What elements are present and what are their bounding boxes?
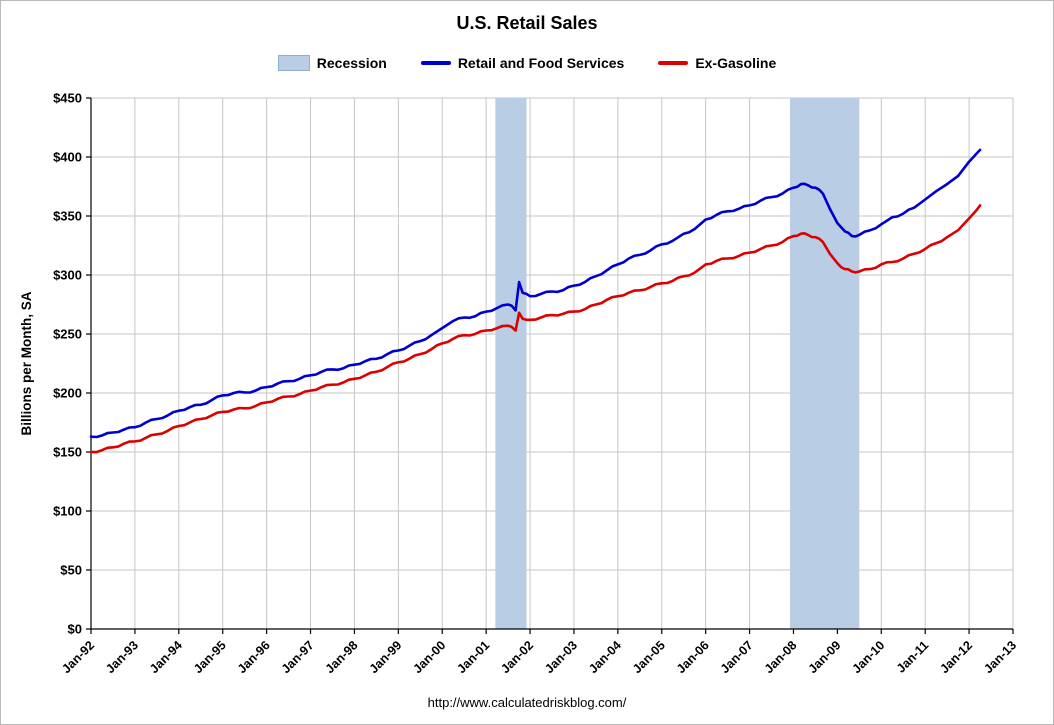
chart-legend: Recession Retail and Food Services Ex-Ga…	[1, 55, 1053, 71]
x-tick-label: Jan-97	[279, 638, 317, 676]
x-tick-label: Jan-01	[454, 638, 492, 676]
x-tick-label: Jan-04	[586, 638, 624, 676]
x-tick-label: Jan-08	[762, 638, 800, 676]
x-tick-label: Jan-94	[147, 638, 185, 676]
series-line-ex-gasoline	[89, 204, 982, 454]
legend-item-recession: Recession	[277, 55, 387, 71]
legend-label-recession: Recession	[316, 55, 387, 71]
y-tick-label: $450	[53, 91, 82, 106]
x-tick-label: Jan-13	[981, 638, 1019, 676]
x-tick-label: Jan-99	[367, 638, 405, 676]
x-tick-label: Jan-96	[235, 638, 273, 676]
x-tick-label: Jan-12	[937, 638, 975, 676]
legend-item-ex-gasoline: Ex-Gasoline	[658, 55, 776, 71]
x-tick-label: Jan-03	[542, 638, 580, 676]
x-tick-label: Jan-09	[806, 638, 844, 676]
y-tick-label: $300	[53, 268, 82, 283]
x-tick-label: Jan-05	[630, 638, 668, 676]
recession-band	[495, 98, 527, 629]
axes	[90, 98, 1013, 630]
x-tick-label: Jan-02	[498, 638, 536, 676]
recession-swatch	[277, 55, 310, 71]
y-tick-label: $400	[53, 150, 82, 165]
y-tick-label: $200	[53, 386, 82, 401]
legend-label-retail-and-food-services: Retail and Food Services	[457, 55, 625, 71]
x-tick-label: Jan-98	[323, 638, 361, 676]
source-url: http://www.calculatedriskblog.com/	[427, 695, 627, 710]
gridlines	[90, 97, 1014, 630]
y-tick-label: $350	[53, 209, 82, 224]
legend-item-retail-and-food-services: Retail and Food Services	[420, 55, 625, 71]
y-tick-label: $0	[68, 622, 82, 637]
y-axis-ticks: $0 $50 $100 $150 $200 $250 $300 $350 $400 $450	[53, 91, 91, 637]
x-tick-label: Jan-93	[103, 638, 141, 676]
series-line-retail-and-food-services	[89, 148, 982, 439]
x-tick-label: Jan-00	[410, 638, 448, 676]
exgas-line-swatch	[658, 61, 689, 65]
x-tick-label: Jan-92	[59, 638, 97, 676]
y-tick-label: $250	[53, 327, 82, 342]
x-tick-label: Jan-10	[849, 638, 887, 676]
y-tick-label: $150	[53, 445, 82, 460]
y-tick-label: $100	[53, 504, 82, 519]
legend-label-ex-gasoline: Ex-Gasoline	[695, 55, 777, 71]
x-axis-ticks: Jan-92 Jan-93 Jan-94 Jan-95 Jan-96 Jan-97 Jan-…	[59, 629, 1019, 676]
recession-band	[789, 98, 860, 629]
y-tick-label: $50	[60, 563, 82, 578]
x-tick-label: Jan-95	[191, 638, 229, 676]
x-tick-label: Jan-06	[674, 638, 712, 676]
y-axis-title: Billions per Month, SA	[19, 291, 34, 435]
x-tick-label: Jan-11	[894, 638, 931, 675]
retail-line-swatch	[420, 61, 451, 65]
chart-title: U.S. Retail Sales	[456, 13, 598, 33]
x-tick-label: Jan-07	[718, 638, 756, 676]
